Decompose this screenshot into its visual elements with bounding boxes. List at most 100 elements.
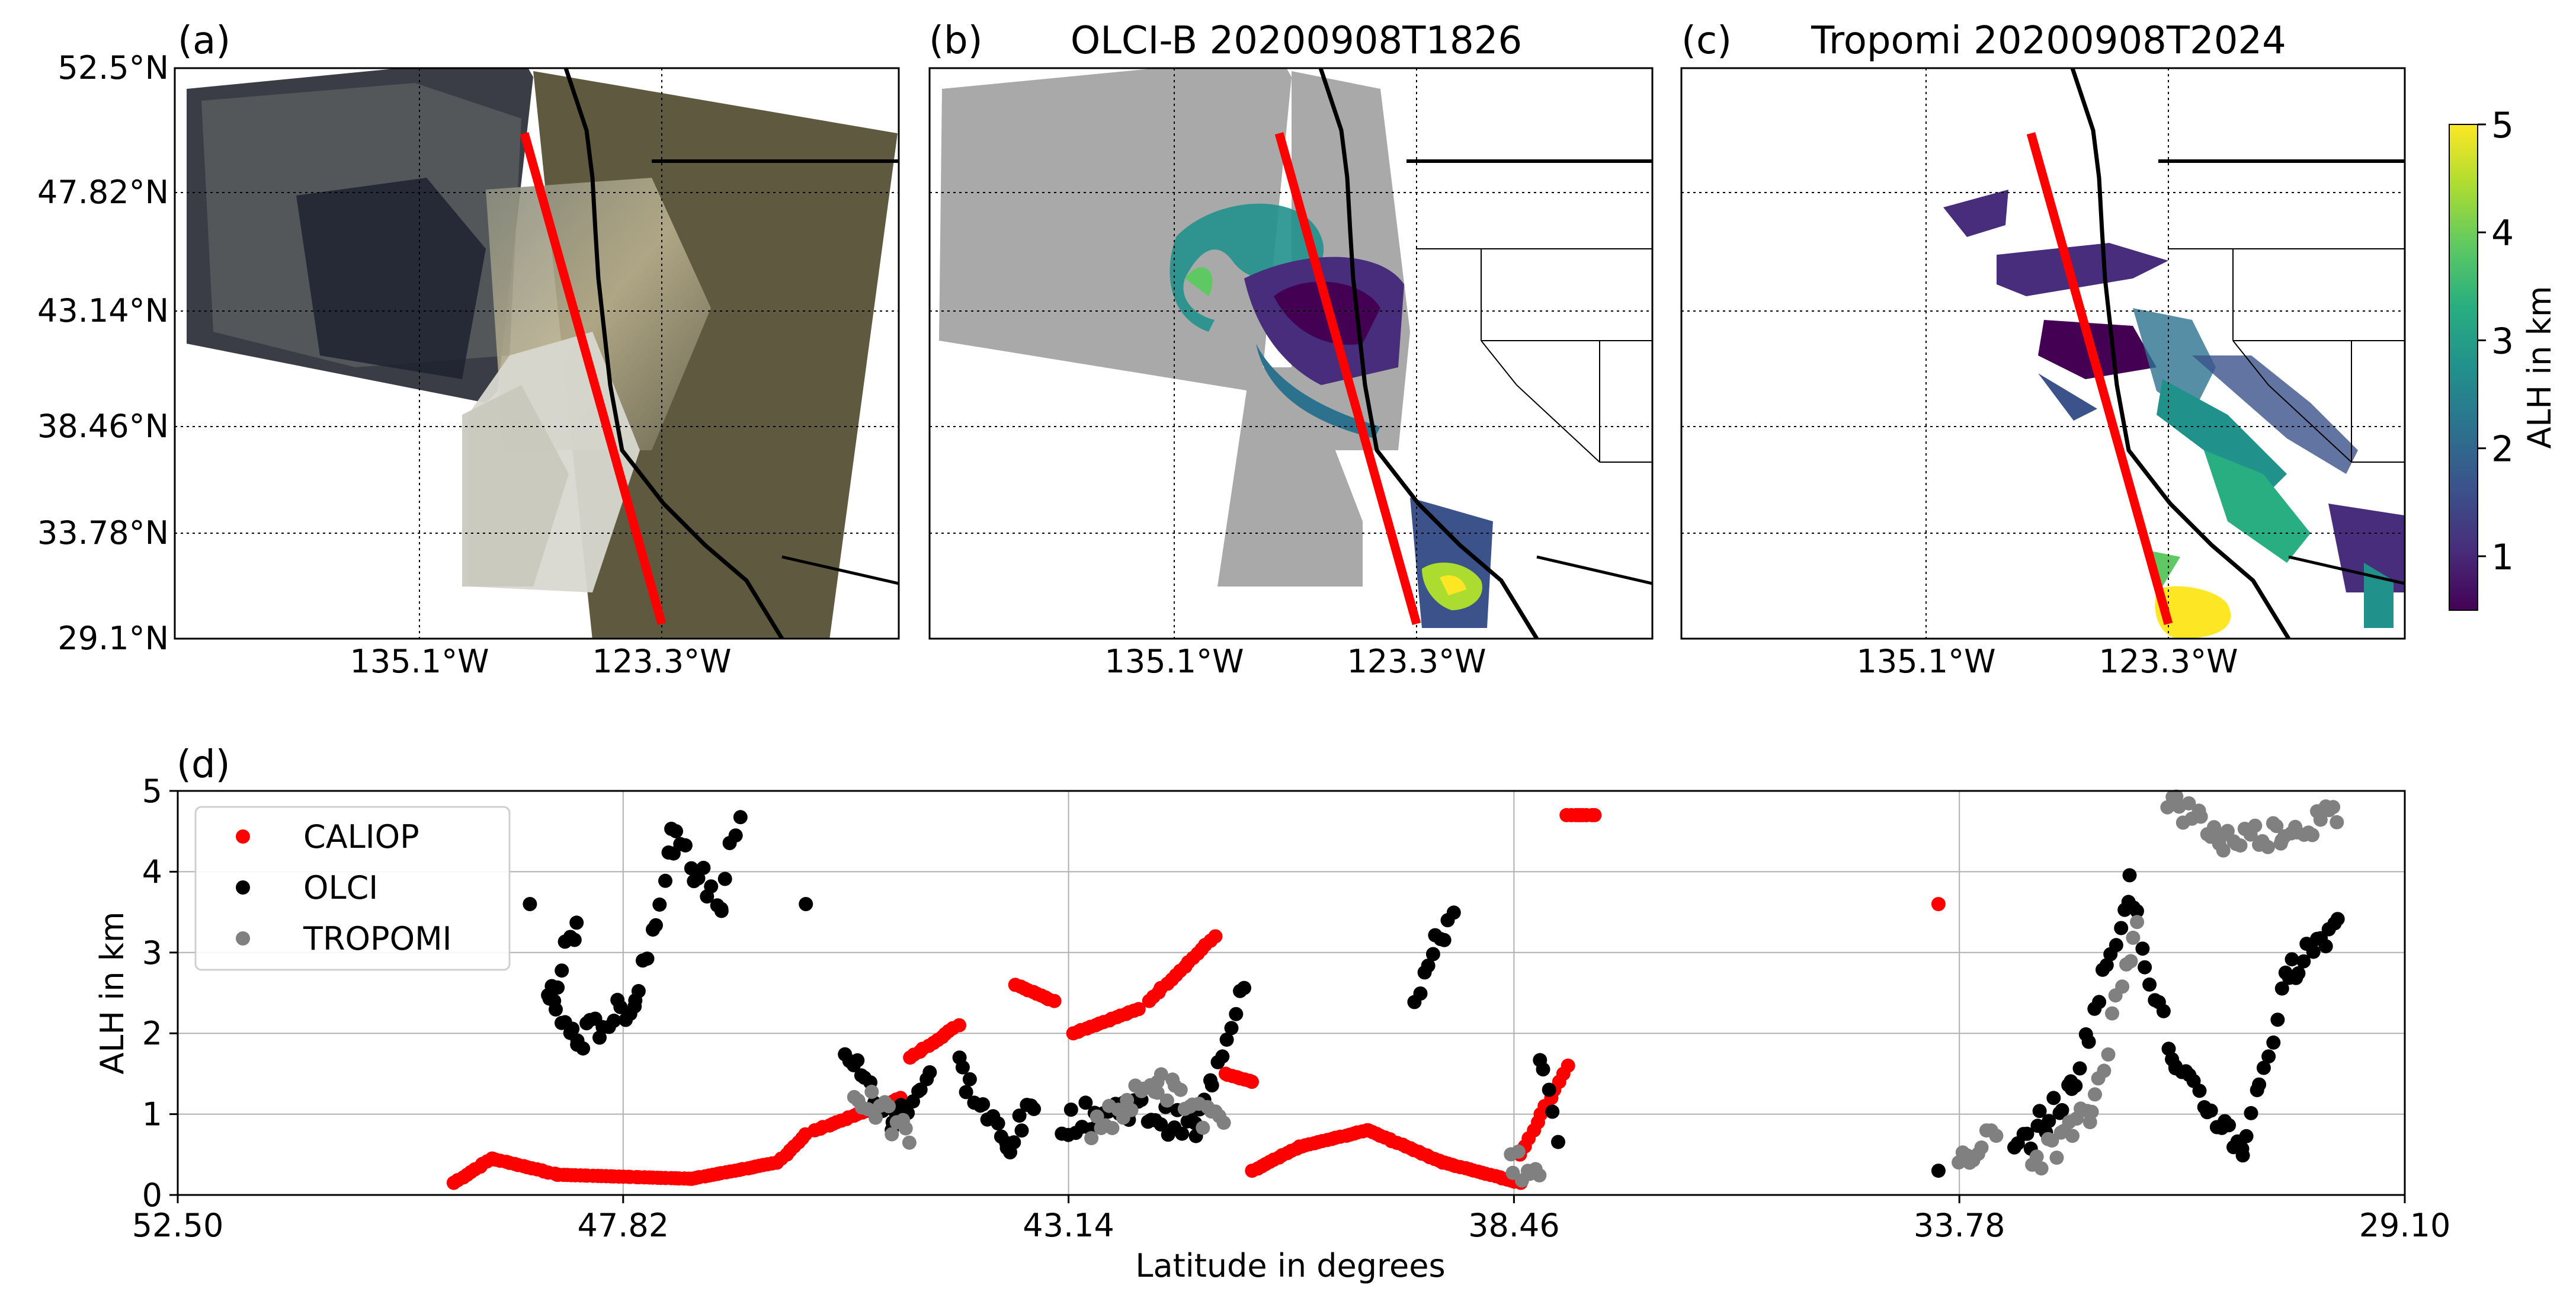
point-olci xyxy=(2222,1118,2237,1133)
point-olci xyxy=(2318,939,2333,954)
point-tropomi xyxy=(882,1099,896,1114)
point-caliop xyxy=(1131,1002,1146,1017)
point-olci xyxy=(728,828,743,843)
lon-tick-c-2: 123.3°W xyxy=(2099,643,2238,680)
panel-label-d: (d) xyxy=(177,743,230,787)
point-caliop xyxy=(1931,897,1946,911)
point-olci xyxy=(1063,1103,1078,1117)
point-caliop xyxy=(1561,1058,1575,1073)
point-olci xyxy=(2306,944,2321,959)
point-tropomi xyxy=(2216,843,2231,858)
point-tropomi xyxy=(1532,1168,1547,1183)
x-tick-label: 47.82 xyxy=(578,1207,669,1244)
gridlines-c xyxy=(1681,68,2405,639)
tropomi-alh-field xyxy=(1943,190,2405,639)
point-olci xyxy=(631,983,646,998)
calipso-track-a xyxy=(520,132,667,626)
x-tick-label: 29.10 xyxy=(2359,1207,2451,1244)
y-tick-label: 1 xyxy=(142,1096,162,1133)
panel-label-c: (c) xyxy=(1681,19,1732,63)
point-caliop xyxy=(1587,807,1602,822)
point-tropomi xyxy=(2130,915,2145,930)
point-olci xyxy=(2235,1148,2250,1163)
point-tropomi xyxy=(1173,1082,1188,1097)
y-tick-label: 4 xyxy=(142,853,162,890)
point-tropomi xyxy=(2126,930,2141,945)
point-olci xyxy=(2285,952,2299,967)
x-axis-label: Latitude in degrees xyxy=(1135,1247,1445,1284)
point-caliop xyxy=(1245,1075,1259,1089)
point-olci xyxy=(1536,1062,1550,1076)
point-tropomi xyxy=(2097,1063,2112,1078)
point-olci xyxy=(1542,1082,1556,1097)
legend-marker-tropomi xyxy=(236,931,250,946)
point-olci xyxy=(991,1116,1005,1131)
point-olci xyxy=(1437,933,1452,947)
point-olci xyxy=(555,963,569,978)
point-olci xyxy=(558,934,572,949)
point-olci xyxy=(2256,1060,2271,1075)
satellite-image-a xyxy=(187,68,898,639)
point-olci xyxy=(1012,1108,1027,1123)
y-axis-label: ALH in km xyxy=(94,911,131,1074)
lat-tick: 33.78°N xyxy=(37,514,169,552)
point-olci xyxy=(959,1085,973,1100)
point-olci xyxy=(1551,1135,1565,1149)
point-olci xyxy=(696,860,711,875)
point-olci xyxy=(2055,1103,2069,1117)
point-tropomi xyxy=(2326,800,2341,815)
coastline-b xyxy=(1318,68,1652,639)
calipso-track-b xyxy=(1274,132,1421,626)
calipso-track-c xyxy=(2026,132,2173,626)
panel-label-a: (a) xyxy=(178,19,230,63)
legend-label-olci: OLCI xyxy=(303,869,378,906)
coastline-a xyxy=(563,68,899,639)
lat-tick: 47.82°N xyxy=(37,174,169,211)
point-olci xyxy=(2122,868,2137,883)
point-olci xyxy=(1014,1123,1029,1138)
x-tick-label: 43.14 xyxy=(1023,1207,1114,1244)
legend-marker-caliop xyxy=(236,829,250,844)
point-olci xyxy=(678,838,693,853)
point-tropomi xyxy=(2101,1047,2116,1062)
point-tropomi xyxy=(1511,1144,1526,1159)
point-tropomi xyxy=(1216,1116,1231,1130)
y-tick-label: 5 xyxy=(142,773,162,810)
point-olci xyxy=(569,915,584,930)
point-olci xyxy=(2156,1004,2171,1018)
point-olci xyxy=(1446,905,1461,920)
colorbar-tick-label: 2 xyxy=(2491,429,2514,470)
point-tropomi xyxy=(1084,1131,1099,1146)
point-tropomi xyxy=(2105,1006,2119,1021)
panel-a: (a) 52.5°N 47.82°N 43.14°N 38.46°N 33.78… xyxy=(37,19,900,680)
point-tropomi xyxy=(885,1127,899,1142)
point-olci xyxy=(1027,1101,1042,1116)
point-olci xyxy=(1154,1117,1168,1132)
point-caliop xyxy=(1208,929,1223,944)
point-olci xyxy=(523,897,537,911)
point-caliop xyxy=(952,1018,966,1033)
point-olci xyxy=(913,1082,928,1097)
panel-label-b: (b) xyxy=(929,19,983,63)
point-tropomi xyxy=(1150,1085,1165,1100)
point-olci xyxy=(714,903,729,918)
point-tropomi xyxy=(1105,1121,1120,1136)
lon-tick-a-1: 135.1°W xyxy=(350,643,489,680)
point-tropomi xyxy=(2233,838,2248,853)
point-olci xyxy=(2072,1061,2087,1076)
scatter-data xyxy=(446,789,2345,1190)
point-olci xyxy=(2032,1104,2047,1119)
point-olci xyxy=(684,861,699,876)
point-tropomi xyxy=(2220,823,2235,838)
colorbar-tick-label: 1 xyxy=(2491,537,2514,578)
point-olci xyxy=(2266,1035,2281,1050)
point-olci xyxy=(704,879,719,894)
point-olci xyxy=(1413,986,1428,1001)
lat-tick: 43.14°N xyxy=(37,292,169,329)
point-olci xyxy=(607,1013,621,1028)
colorbar-label: ALH in km xyxy=(2521,286,2558,448)
point-olci xyxy=(2046,1091,2061,1105)
point-olci xyxy=(2068,1078,2083,1093)
point-tropomi xyxy=(864,1084,879,1099)
